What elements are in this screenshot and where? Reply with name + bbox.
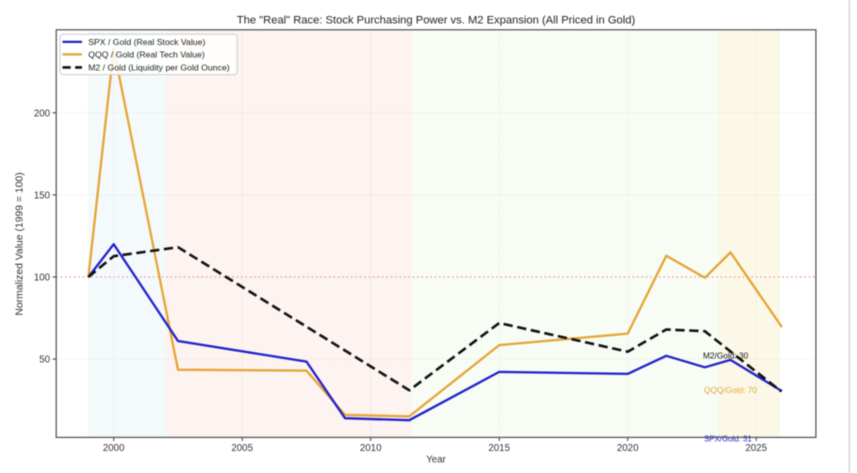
svg-text:Year: Year	[426, 455, 446, 466]
svg-text:Normalized Value (1999 = 100): Normalized Value (1999 = 100)	[15, 172, 26, 315]
svg-text:2020: 2020	[617, 443, 639, 454]
svg-text:2015: 2015	[488, 443, 510, 454]
svg-text:M2 / Gold (Liquidity per Gold: M2 / Gold (Liquidity per Gold Ounce)	[88, 62, 230, 72]
svg-text:The "Real" Race: Stock Purchas: The "Real" Race: Stock Purchasing Power …	[237, 15, 636, 27]
svg-text:SPX / Gold (Real Stock Value): SPX / Gold (Real Stock Value)	[88, 37, 205, 47]
svg-text:2010: 2010	[360, 443, 382, 454]
svg-text:QQQ/Gold: 70: QQQ/Gold: 70	[704, 385, 757, 395]
svg-text:100: 100	[34, 273, 51, 284]
svg-text:50: 50	[39, 355, 50, 366]
svg-text:150: 150	[34, 190, 51, 201]
svg-text:SPX/Gold: 31: SPX/Gold: 31	[704, 434, 752, 443]
svg-text:2000: 2000	[103, 443, 125, 454]
svg-text:2005: 2005	[231, 443, 253, 454]
svg-text:M2/Gold: 30: M2/Gold: 30	[703, 350, 749, 360]
svg-text:QQQ / Gold (Real Tech Value): QQQ / Gold (Real Tech Value)	[88, 49, 205, 59]
svg-text:2025: 2025	[745, 443, 767, 454]
svg-text:200: 200	[34, 108, 51, 119]
